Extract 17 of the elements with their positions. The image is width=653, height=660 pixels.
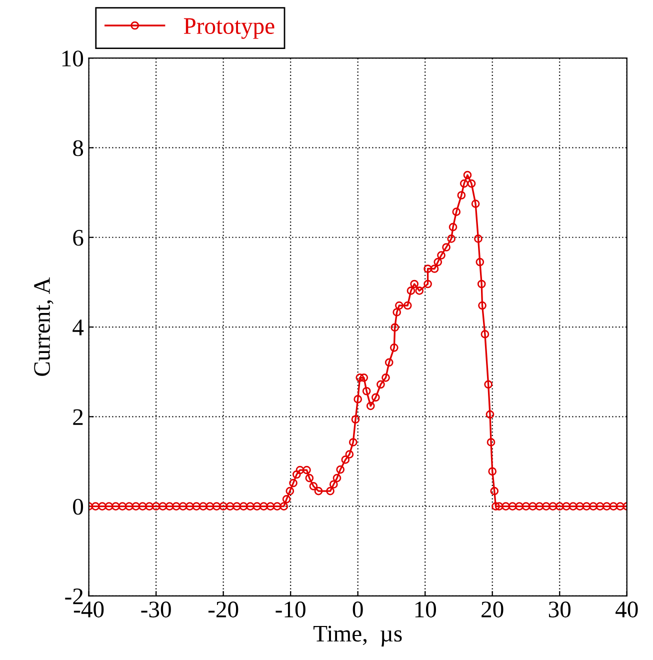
y-axis-title: Current, A bbox=[34, 277, 54, 376]
legend-label: Prototype bbox=[184, 18, 274, 39]
y-tick-label: 4 bbox=[72, 320, 84, 336]
y-tick-label: 8 bbox=[73, 140, 84, 156]
y-tick-label: 10 bbox=[62, 50, 84, 67]
x-tick-label: 40 bbox=[616, 602, 638, 618]
x-tick-label: 0 bbox=[352, 602, 363, 618]
x-axis-title: Time, µs bbox=[314, 626, 402, 646]
x-tick-label: 20 bbox=[482, 602, 504, 618]
x-tick-label: -30 bbox=[141, 602, 171, 618]
x-tick-label: -10 bbox=[276, 602, 306, 618]
x-tick-label: 10 bbox=[415, 602, 436, 618]
y-tick-label: 6 bbox=[73, 230, 84, 246]
x-tick-label: -20 bbox=[208, 602, 238, 618]
y-tick-label: 2 bbox=[73, 409, 83, 425]
y-tick-label: 0 bbox=[73, 498, 84, 515]
x-tick-label: 30 bbox=[548, 602, 571, 618]
